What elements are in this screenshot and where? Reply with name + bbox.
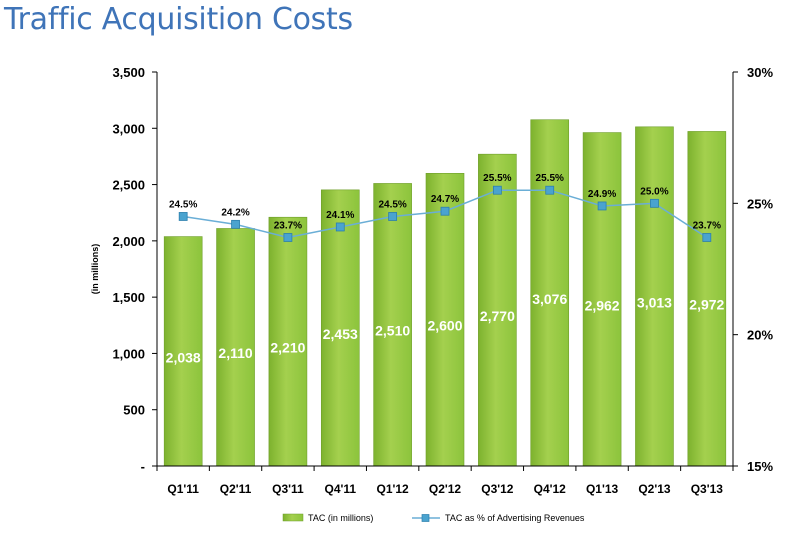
point-label-0: 24.5% [169, 199, 197, 210]
point-label-9: 25.0% [640, 186, 668, 197]
point-label-5: 24.7% [431, 194, 459, 205]
point-4 [388, 212, 398, 221]
point-0 [178, 212, 188, 221]
y-axis-title: (in millions) [90, 244, 100, 295]
x-tick-label-3: Q4'11 [324, 482, 356, 496]
y-tick-label-1: 500 [123, 403, 145, 418]
point-9 [650, 198, 659, 208]
y-tick-label-3: 1,500 [112, 290, 145, 305]
y-tick-label-6: 3,000 [112, 121, 145, 136]
y-tick-label-4: 2,000 [112, 234, 145, 249]
y-tick-label-2: 1,000 [112, 346, 145, 361]
y2-tick-label-1: 20% [747, 328, 773, 343]
point-label-2: 23.7% [274, 220, 302, 231]
point-label-4: 24.5% [378, 199, 406, 210]
bar-0 [163, 236, 203, 467]
x-tick-label-9: Q2'13 [638, 482, 671, 496]
bar-label-2: 2,210 [270, 340, 305, 356]
x-tick-label-8: Q1'13 [586, 482, 619, 496]
x-tick-label-2: Q3'11 [272, 482, 304, 496]
point-label-10: 23.7% [693, 220, 721, 231]
bar-label-1: 2,110 [218, 345, 252, 361]
point-3 [335, 222, 345, 232]
bar-6 [478, 153, 517, 467]
x-tick-label-10: Q3'13 [691, 482, 724, 496]
legend-label-bars: TAC (in millions) [308, 513, 373, 523]
x-tick-label-6: Q3'12 [481, 482, 514, 496]
point-7 [545, 185, 555, 195]
y2-tick-label-2: 25% [747, 196, 773, 211]
bar-label-5: 2,600 [427, 318, 462, 334]
y2-tick-label-3: 30% [747, 65, 773, 80]
bar-7 [530, 119, 570, 467]
point-2 [283, 233, 293, 242]
legend-swatch-bars [282, 513, 304, 522]
x-tick-label-7: Q4'12 [534, 482, 567, 496]
legend-swatch-marker [421, 514, 430, 522]
x-tick-label-0: Q1'11 [167, 482, 199, 496]
point-label-6: 25.5% [483, 173, 511, 184]
bar-9 [635, 126, 674, 467]
bar-label-0: 2,038 [166, 349, 201, 365]
bar-label-3: 2,453 [323, 326, 358, 342]
point-label-7: 25.5% [536, 173, 564, 184]
bar-label-4: 2,510 [375, 323, 410, 339]
point-label-8: 24.9% [588, 189, 616, 200]
bar-label-10: 2,972 [689, 297, 724, 313]
y2-tick-label-0: 15% [747, 459, 773, 474]
bar-label-7: 3,076 [532, 291, 567, 307]
bar-label-9: 3,013 [637, 294, 672, 310]
point-label-1: 24.2% [221, 207, 249, 218]
bar-3 [320, 189, 360, 467]
x-tick-label-4: Q1'12 [377, 482, 410, 496]
y-tick-label-7: 3,500 [112, 65, 145, 80]
point-label-3: 24.1% [326, 210, 354, 221]
point-10 [702, 233, 712, 242]
bar-8 [582, 132, 622, 467]
point-1 [231, 219, 240, 229]
legend-label-line: TAC as % of Advertising Revenues [445, 513, 585, 523]
bar-2 [268, 216, 308, 467]
bar-label-6: 2,770 [480, 308, 515, 324]
point-8 [597, 201, 607, 211]
x-tick-label-1: Q2'11 [220, 482, 252, 496]
y-tick-label-5: 2,500 [112, 178, 145, 193]
y-tick-label-0: - [141, 459, 145, 474]
bar-label-8: 2,962 [585, 297, 620, 313]
x-tick-label-5: Q2'12 [429, 482, 462, 496]
point-6 [492, 185, 502, 195]
point-5 [440, 206, 450, 216]
page-title: Traffic Acquisition Costs [4, 2, 353, 37]
